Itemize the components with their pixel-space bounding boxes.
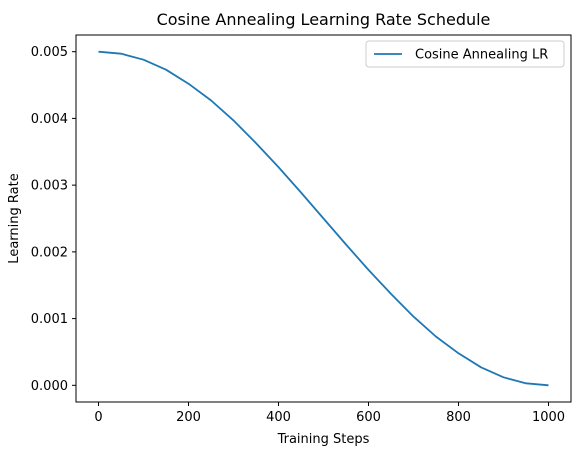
y-tick-label: 0.004 bbox=[31, 112, 68, 127]
y-tick-label: 0.002 bbox=[31, 245, 68, 260]
x-tick-label: 800 bbox=[446, 410, 471, 425]
plot-frame bbox=[75, 34, 572, 403]
legend-box bbox=[365, 40, 565, 68]
y-tick-label: 0.003 bbox=[31, 179, 68, 194]
legend-label: Cosine Annealing LR bbox=[415, 48, 548, 63]
plot-area: 0 200 400 600 800 1000 0.000 0.001 0.002 0.003 0.0… bbox=[31, 34, 572, 425]
x-tick-label: 1000 bbox=[532, 410, 565, 425]
x-tick-label: 400 bbox=[266, 410, 291, 425]
chart-title: Cosine Annealing Learning Rate Schedule bbox=[157, 10, 491, 29]
y-tick-label: 0.000 bbox=[31, 379, 68, 394]
legend: Cosine Annealing LR bbox=[365, 40, 565, 68]
y-tick-label: 0.001 bbox=[31, 312, 68, 327]
x-axis-label: Training Steps bbox=[277, 432, 370, 447]
series-line-0 bbox=[98, 50, 549, 387]
x-tick-label: 600 bbox=[356, 410, 381, 425]
x-tick-label: 0 bbox=[94, 410, 102, 425]
y-tick-label: 0.005 bbox=[31, 45, 68, 60]
y-axis-label: Learning Rate bbox=[7, 173, 22, 263]
x-tick-label: 200 bbox=[176, 410, 201, 425]
